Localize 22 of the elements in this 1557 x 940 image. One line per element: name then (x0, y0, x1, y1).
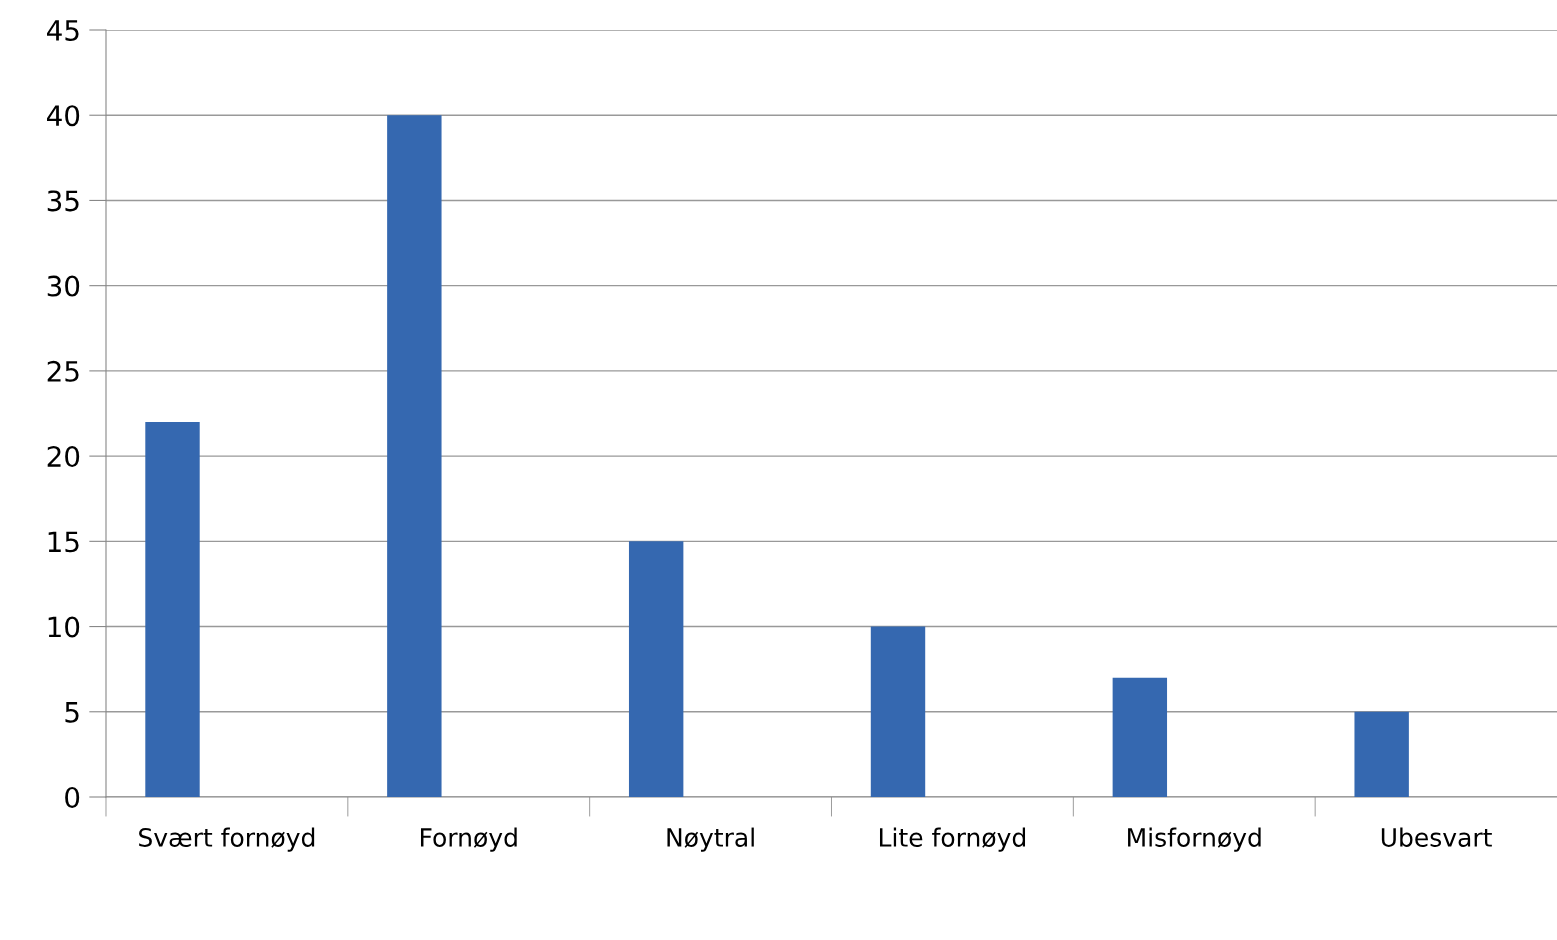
x-tick-label: Misfornøyd (1128, 827, 1261, 852)
bar (387, 115, 442, 797)
y-tick-label: 35 (47, 190, 79, 212)
bar (870, 626, 926, 797)
y-tick-label: 0 (65, 786, 80, 808)
x-tick-label: Nøytral (667, 827, 754, 852)
x-tick-label: Ubesvart (1381, 827, 1492, 847)
bar (1112, 677, 1168, 797)
x-tick-label: Lite fornøyd (879, 827, 1026, 852)
y-tick-label: 10 (48, 616, 80, 638)
x-tick-label: Svært fornøyd (139, 827, 315, 852)
x-tick-label: Fornøyd (420, 827, 517, 852)
bar (145, 422, 200, 797)
y-tick-label: 30 (47, 275, 80, 297)
y-tick-label: 45 (47, 20, 79, 41)
y-tick-label: 25 (47, 360, 79, 382)
y-tick-label: 15 (48, 531, 79, 553)
bar (628, 541, 684, 797)
y-tick-label: 5 (65, 702, 79, 723)
y-tick-label: 20 (47, 446, 80, 468)
bar (1354, 711, 1409, 797)
y-tick-label: 40 (47, 105, 80, 127)
